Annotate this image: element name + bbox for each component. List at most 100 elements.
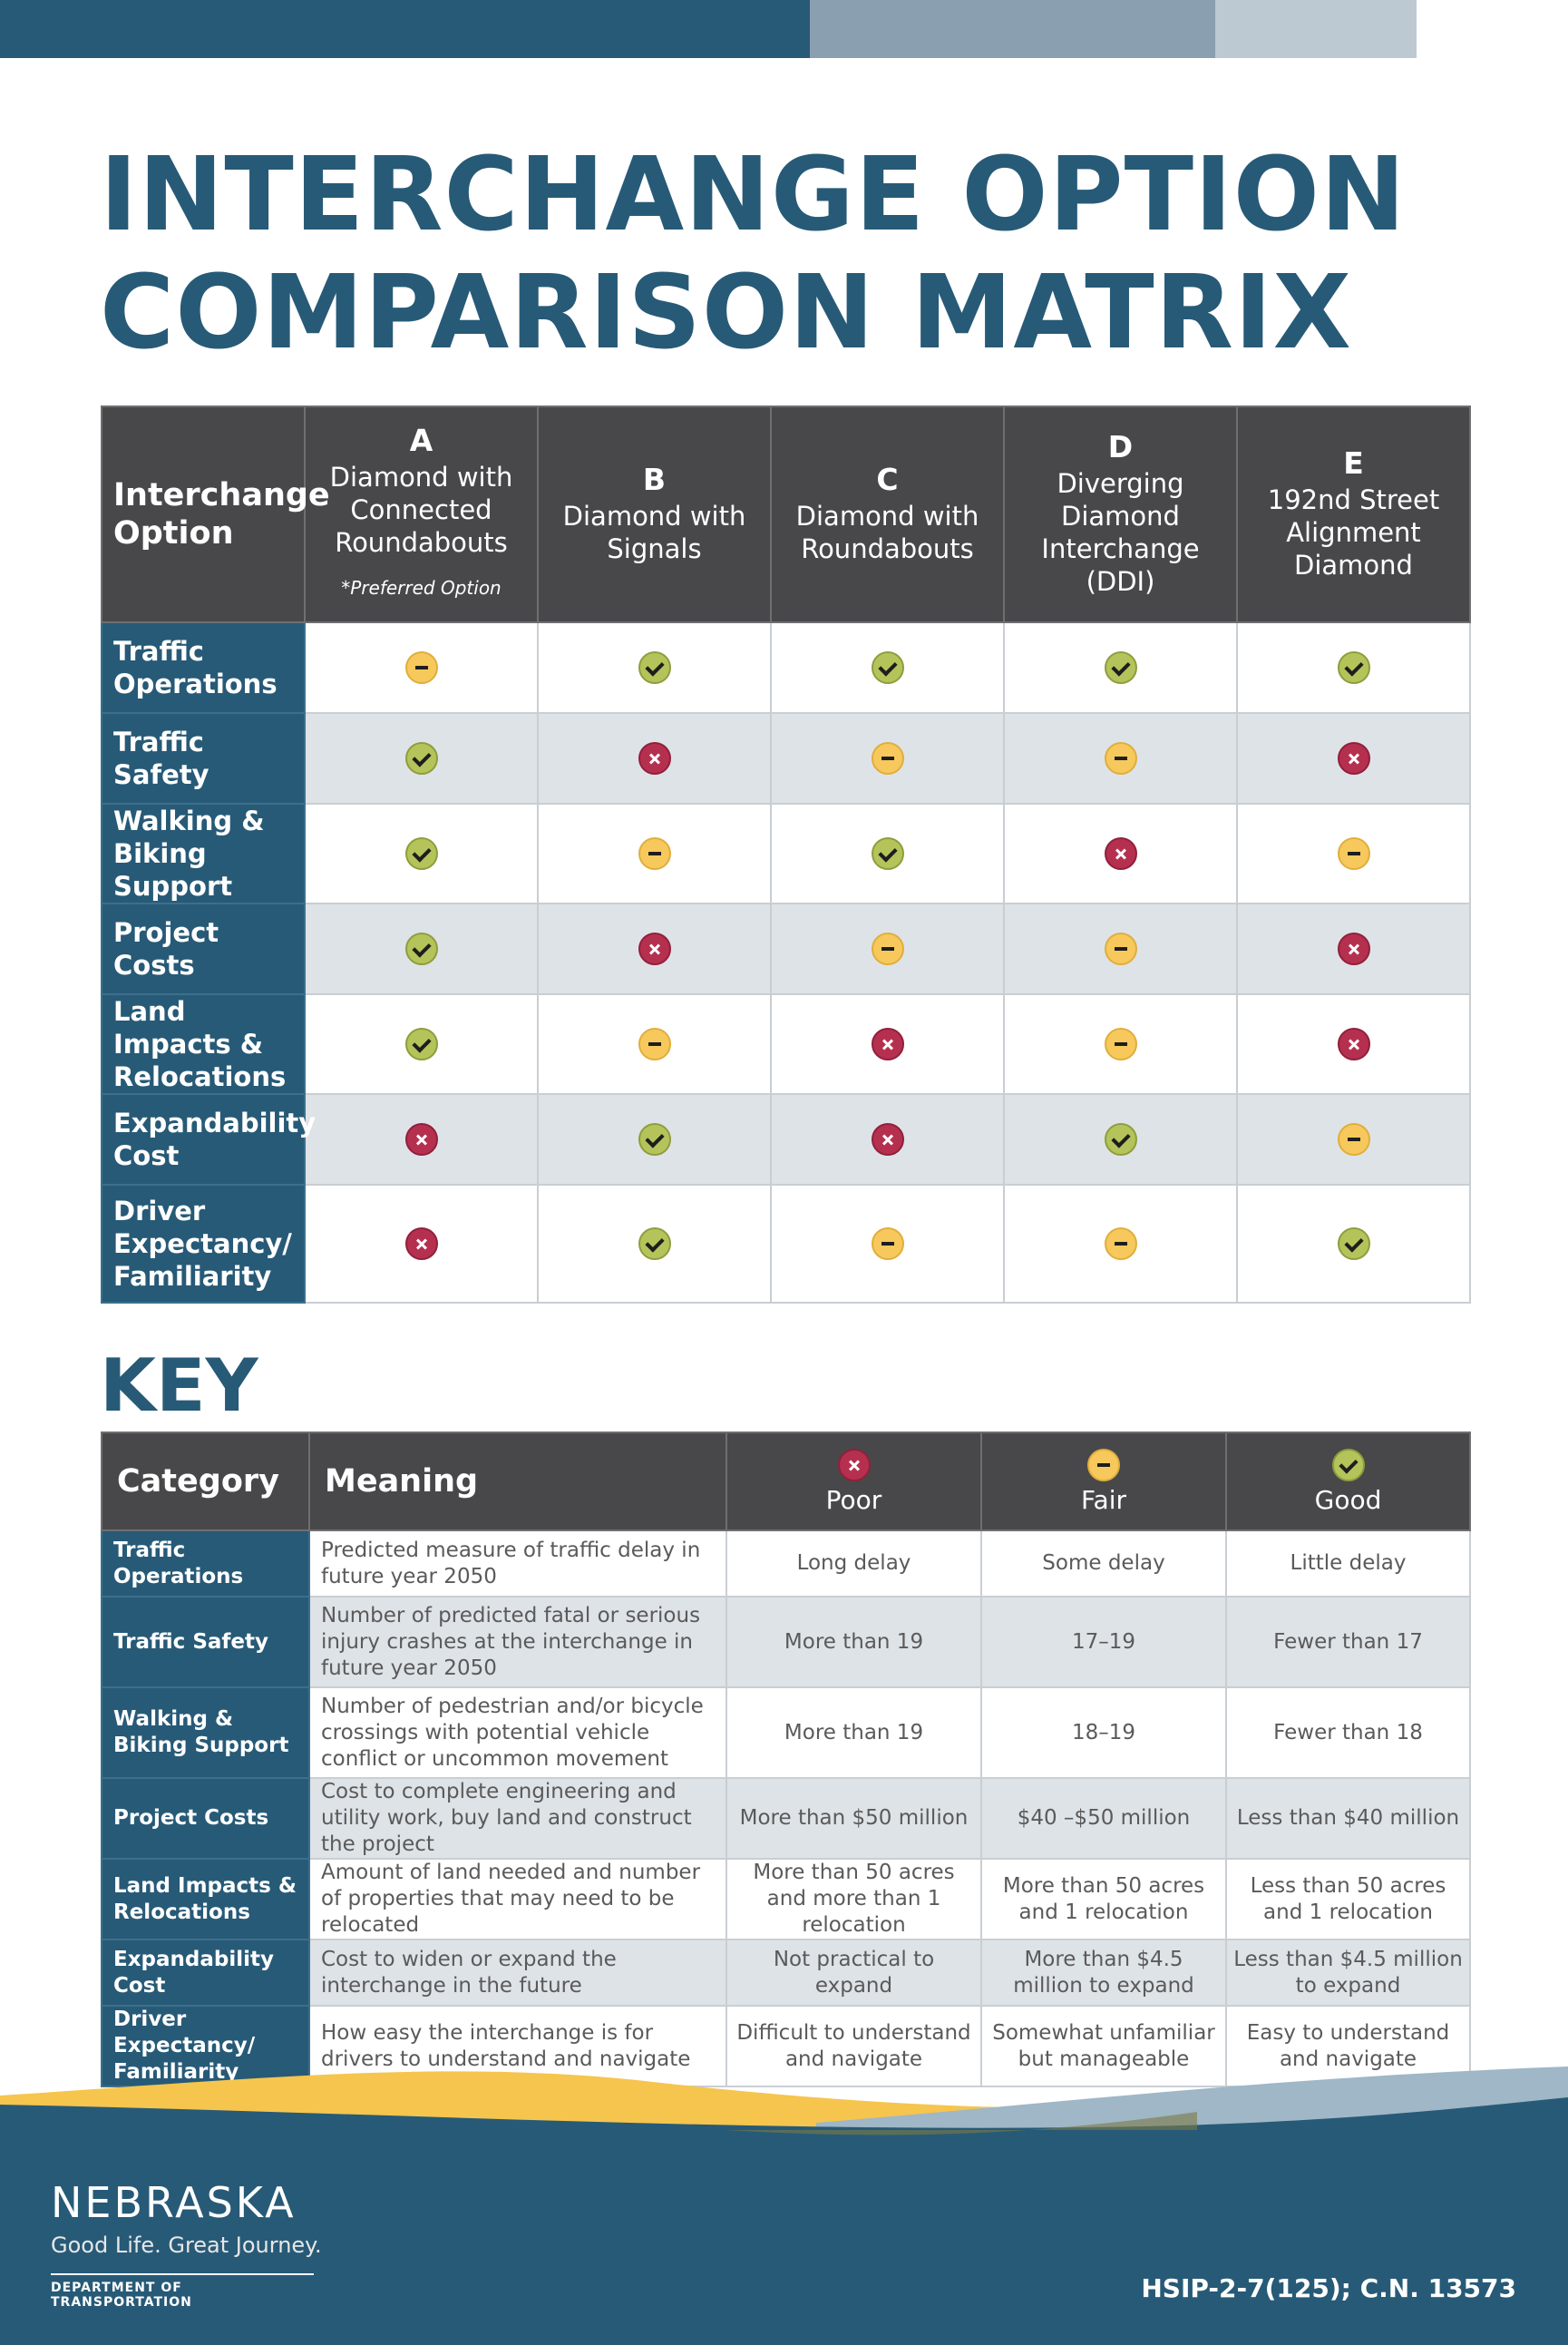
footer-band: [0, 2041, 1568, 2345]
key-header-fair-label: Fair: [1081, 1484, 1126, 1515]
rating-cell: [537, 621, 772, 714]
key-good-value: Less than $40 million: [1225, 1777, 1471, 1860]
key-header-category: Category: [101, 1431, 310, 1531]
fair-minus-icon: [638, 837, 671, 870]
fair-minus-icon: [871, 1227, 904, 1260]
good-check-icon: [1104, 1123, 1137, 1156]
option-header-d: D Diverging Diamond Interchange (DDI): [1003, 405, 1238, 623]
option-letter: D: [1107, 429, 1134, 464]
rating-cell: [304, 712, 539, 805]
key-meaning: Number of predicted fatal or serious inj…: [308, 1596, 727, 1688]
rating-cell: [1236, 803, 1471, 904]
page-title-line-1: INTERCHANGE OPTION: [100, 136, 1407, 254]
option-letter: B: [642, 462, 667, 497]
good-check-icon: [638, 651, 671, 684]
option-name: Diamond with Roundabouts: [795, 501, 979, 564]
option-letter: C: [876, 462, 899, 497]
option-header-b: B Diamond with Signals: [537, 405, 772, 623]
good-check-icon: [404, 837, 438, 870]
fair-minus-icon: [1087, 1448, 1120, 1481]
matrix-corner-label: Interchange Option: [101, 405, 330, 623]
key-meaning: Amount of land needed and number of prop…: [308, 1858, 727, 1940]
poor-x-icon: [871, 1123, 904, 1156]
matrix-row-land-impacts: Land Impacts & Relocations: [101, 993, 1471, 1095]
page-title-line-2: COMPARISON MATRIX: [100, 254, 1352, 372]
preferred-option-note: *Preferred Option: [341, 577, 502, 599]
key-poor-value: More than 50 acres and more than 1 reloc…: [726, 1858, 982, 1940]
good-check-icon: [404, 933, 438, 965]
key-good-value: Little delay: [1225, 1529, 1471, 1598]
rating-cell: [770, 803, 1005, 904]
good-check-icon: [1331, 1448, 1365, 1481]
option-letter: E: [1343, 445, 1364, 481]
rating-cell: [537, 1093, 772, 1186]
key-meaning: Predicted measure of traffic delay in fu…: [308, 1529, 727, 1598]
nebraska-dot-logo: NEBRASKA Good Life. Great Journey. DEPAR…: [51, 2177, 322, 2310]
fair-minus-icon: [1104, 742, 1137, 775]
key-fair-value: 17–19: [980, 1596, 1227, 1688]
good-check-icon: [638, 1227, 671, 1260]
good-check-icon: [871, 651, 904, 684]
key-fair-value: Some delay: [980, 1529, 1227, 1598]
rating-cell: [304, 621, 539, 714]
top-bar-segment-light: [1215, 0, 1417, 58]
fair-minus-icon: [1337, 1123, 1370, 1156]
key-fair-value: More than $4.5 million to expand: [980, 1939, 1227, 2007]
rating-cell: [1003, 712, 1238, 805]
option-letter: A: [409, 423, 433, 458]
key-header-poor: Poor: [726, 1431, 982, 1531]
rating-cell: [1236, 712, 1471, 805]
matrix-body: Traffic Operations Traffic Safety Walkin…: [101, 621, 1471, 1304]
key-header-meaning: Meaning: [308, 1431, 727, 1531]
fair-minus-icon: [404, 651, 438, 684]
fair-minus-icon: [638, 1028, 671, 1060]
rating-cell: [1003, 803, 1238, 904]
rating-cell: [770, 993, 1005, 1095]
top-bar-segment-mid: [810, 0, 1215, 58]
rating-cell: [1003, 1184, 1238, 1304]
good-check-icon: [1337, 1227, 1370, 1260]
good-check-icon: [1104, 651, 1137, 684]
option-header-c: C Diamond with Roundabouts: [770, 405, 1005, 623]
poor-x-icon: [837, 1448, 871, 1481]
criterion-label: Driver Expectancy/ Familiarity: [101, 1184, 306, 1304]
matrix-row-traffic-safety: Traffic Safety: [101, 712, 1471, 805]
key-poor-value: More than $50 million: [726, 1777, 982, 1860]
key-row: Project Costs Cost to complete engineeri…: [101, 1777, 1471, 1860]
rating-cell: [304, 993, 539, 1095]
rating-cell: [1003, 1093, 1238, 1186]
poor-x-icon: [638, 742, 671, 775]
criterion-label: Expandability Cost: [101, 1093, 316, 1186]
key-poor-value: Not practical to expand: [726, 1939, 982, 2007]
poor-x-icon: [404, 1123, 438, 1156]
key-poor-value: Difficult to understand and navigate: [726, 2005, 982, 2087]
logo-wordmark: NEBRASKA: [51, 2178, 297, 2227]
key-category: Land Impacts & Relocations: [101, 1858, 310, 1940]
key-poor-value: Long delay: [726, 1529, 982, 1598]
good-check-icon: [1337, 651, 1370, 684]
poor-x-icon: [404, 1227, 438, 1260]
project-code: HSIP-2-7(125); C.N. 13573: [1141, 2273, 1516, 2303]
rating-cell: [770, 621, 1005, 714]
matrix-row-project-costs: Project Costs: [101, 903, 1471, 995]
key-good-value: Fewer than 18: [1225, 1686, 1471, 1779]
rating-cell: [304, 1093, 539, 1186]
key-fair-value: $40 –$50 million: [980, 1777, 1227, 1860]
option-name: Diamond with Connected Roundabouts: [329, 462, 513, 558]
fair-minus-icon: [871, 933, 904, 965]
matrix-row-expandability-cost: Expandability Cost: [101, 1093, 1471, 1186]
matrix-row-traffic-operations: Traffic Operations: [101, 621, 1471, 714]
key-row: Expandability Cost Cost to widen or expa…: [101, 1939, 1471, 2007]
rating-cell: [304, 903, 539, 995]
matrix-row-walking-biking: Walking & Biking Support: [101, 803, 1471, 904]
rating-cell: [1236, 903, 1471, 995]
rating-cell: [537, 1184, 772, 1304]
key-meaning: Number of pedestrian and/or bicycle cros…: [308, 1686, 727, 1779]
rating-cell: [1003, 903, 1238, 995]
matrix-row-driver-expectancy: Driver Expectancy/ Familiarity: [101, 1184, 1471, 1304]
key-poor-value: More than 19: [726, 1686, 982, 1779]
poor-x-icon: [638, 933, 671, 965]
key-title: KEY: [100, 1343, 258, 1428]
rating-cell: [304, 803, 539, 904]
key-good-value: Fewer than 17: [1225, 1596, 1471, 1688]
